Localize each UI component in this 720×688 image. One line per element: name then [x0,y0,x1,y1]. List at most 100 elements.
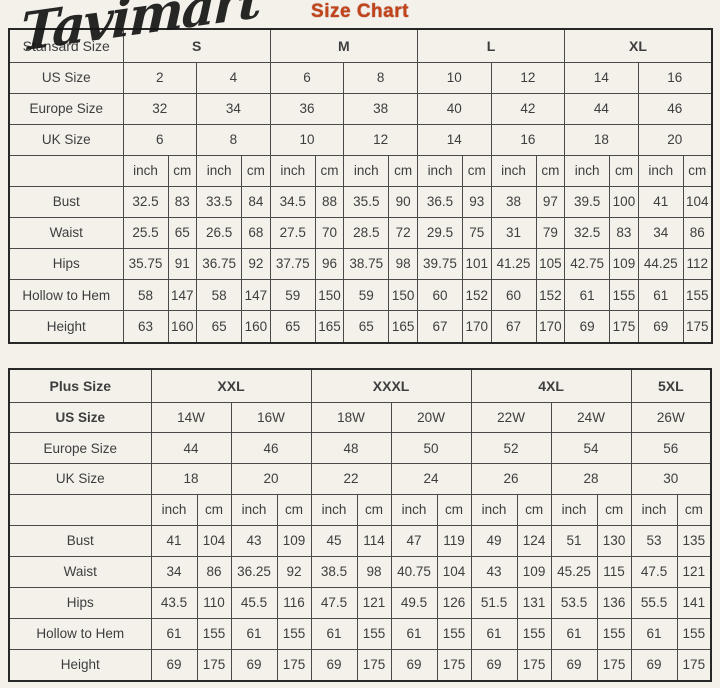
table-cell: 104 [682,186,713,219]
table-cell: 38.5 [310,555,358,588]
table-cell: 92 [241,248,271,281]
table-cell: 38 [343,92,418,125]
unit-label: inch [310,494,358,526]
unit-label: cm [241,154,271,188]
table-cell: 6 [122,123,198,156]
table-cell: 44 [564,92,639,125]
table-cell: 65 [343,310,390,344]
row-label: Height [8,310,124,344]
table-cell: 20 [230,463,312,496]
table-cell: 69 [150,648,198,682]
measurement-row: Hollow to Hem 61 155 61 155 61 155 61 155 61 155 61… [8,617,712,650]
table-cell: 46 [637,92,713,125]
table-cell: 98 [356,555,392,588]
table-cell: 51.5 [470,586,518,619]
table-cell: 92 [276,555,312,588]
table-cell: 150 [314,279,345,312]
table-cell: 22 [310,463,392,496]
row-label: UK Size [8,123,124,156]
unit-label: cm [516,494,552,526]
plus-size-table: Plus Size XXL XXXL 4XL 5XL US Size 14W 16W 18W 20… [8,368,713,682]
table-cell: 97 [535,186,566,219]
row-label: US Size [8,61,124,94]
table-cell: 25.5 [122,217,169,250]
table-cell: 86 [682,217,713,250]
table-cell: 155 [516,617,552,650]
table-cell: 88 [314,186,345,219]
table-cell: 175 [596,648,632,682]
table-cell: 131 [516,586,552,619]
row-label: Bust [8,525,152,557]
unit-label: inch [269,154,316,188]
row-label: UK Size [8,463,152,496]
table-cell: 45.5 [230,586,278,619]
table-cell: 54 [550,432,632,465]
table-cell: 104 [436,555,472,588]
table-cell: 175 [196,648,232,682]
unit-label: cm [609,154,639,188]
unit-label: cm [167,154,198,188]
table-cell: 155 [196,617,232,650]
size-group-header: L [416,28,566,63]
unit-label: cm [535,154,566,188]
empty-corner-cell [8,154,124,188]
table-cell: 32.5 [122,186,169,219]
table-cell: 170 [535,310,566,344]
table-cell: 38.75 [343,248,390,281]
table-cell: 175 [356,648,392,682]
table-cell: 105 [535,248,566,281]
unit-label: cm [461,154,492,188]
unit-label: inch [470,494,518,526]
table-cell: 16 [637,61,713,94]
measurement-row: Waist 25.5 65 26.5 68 27.5 70 28.5 72 29.5 75 31 79 3… [8,217,713,250]
table-cell: 72 [388,217,418,250]
table-cell: 61 [310,617,358,650]
table-cell: 69 [637,310,684,344]
table-cell: 61 [150,617,198,650]
table-cell: 165 [388,310,418,344]
size-group-header: XL [564,28,713,63]
empty-corner-cell [8,494,152,526]
table-cell: 35.5 [343,186,390,219]
table-cell: 114 [356,525,392,557]
table-cell: 12 [490,61,566,94]
table-cell: 47.5 [310,586,358,619]
table-cell: 51 [550,525,598,557]
table-cell: 43.5 [150,586,198,619]
row-label: Hips [8,248,124,281]
table-cell: 36.25 [230,555,278,588]
measurement-row: Height 63 160 65 160 65 165 65 165 67 170 67 170 69 17… [8,310,713,344]
table-cell: 47 [390,525,438,557]
size-group-header: 5XL [630,368,712,403]
row-label: Europe Size [8,92,124,125]
table-cell: 155 [356,617,392,650]
size-row: Europe Size 32 34 36 38 40 42 44 46 [8,92,713,125]
unit-label: inch [550,494,598,526]
table-cell: 42 [490,92,566,125]
table-cell: 46 [230,432,312,465]
unit-label: inch [490,154,537,188]
table-cell: 39.5 [564,186,611,219]
table-cell: 2 [122,61,198,94]
table-cell: 155 [682,279,713,312]
table-cell: 18 [150,463,232,496]
unit-row: inch cm inch cm inch cm inch cm inch cm inch cm inch… [8,154,713,188]
table-cell: 83 [167,186,198,219]
corner-label: Stansard Size [8,28,124,63]
table-cell: 43 [230,525,278,557]
size-row: UK Size 6 8 10 12 14 16 18 20 [8,123,713,156]
table-cell: 110 [196,586,232,619]
table-cell: 61 [564,279,611,312]
measurement-row: Hips 35.75 91 36.75 92 37.75 96 38.75 98 39.75 101… [8,248,713,281]
table-cell: 69 [470,648,518,682]
size-group-header: XXL [150,368,312,403]
row-label: Height [8,648,152,682]
table-cell: 160 [167,310,198,344]
row-label: Bust [8,186,124,219]
measurement-row: Height 69 175 69 175 69 175 69 175 69 175 69 175 69 17… [8,648,712,682]
table-cell: 10 [416,61,492,94]
table-cell: 36 [269,92,345,125]
table-cell: 50 [390,432,472,465]
size-group-header-row: Plus Size XXL XXXL 4XL 5XL [8,368,712,403]
table-cell: 155 [676,617,712,650]
